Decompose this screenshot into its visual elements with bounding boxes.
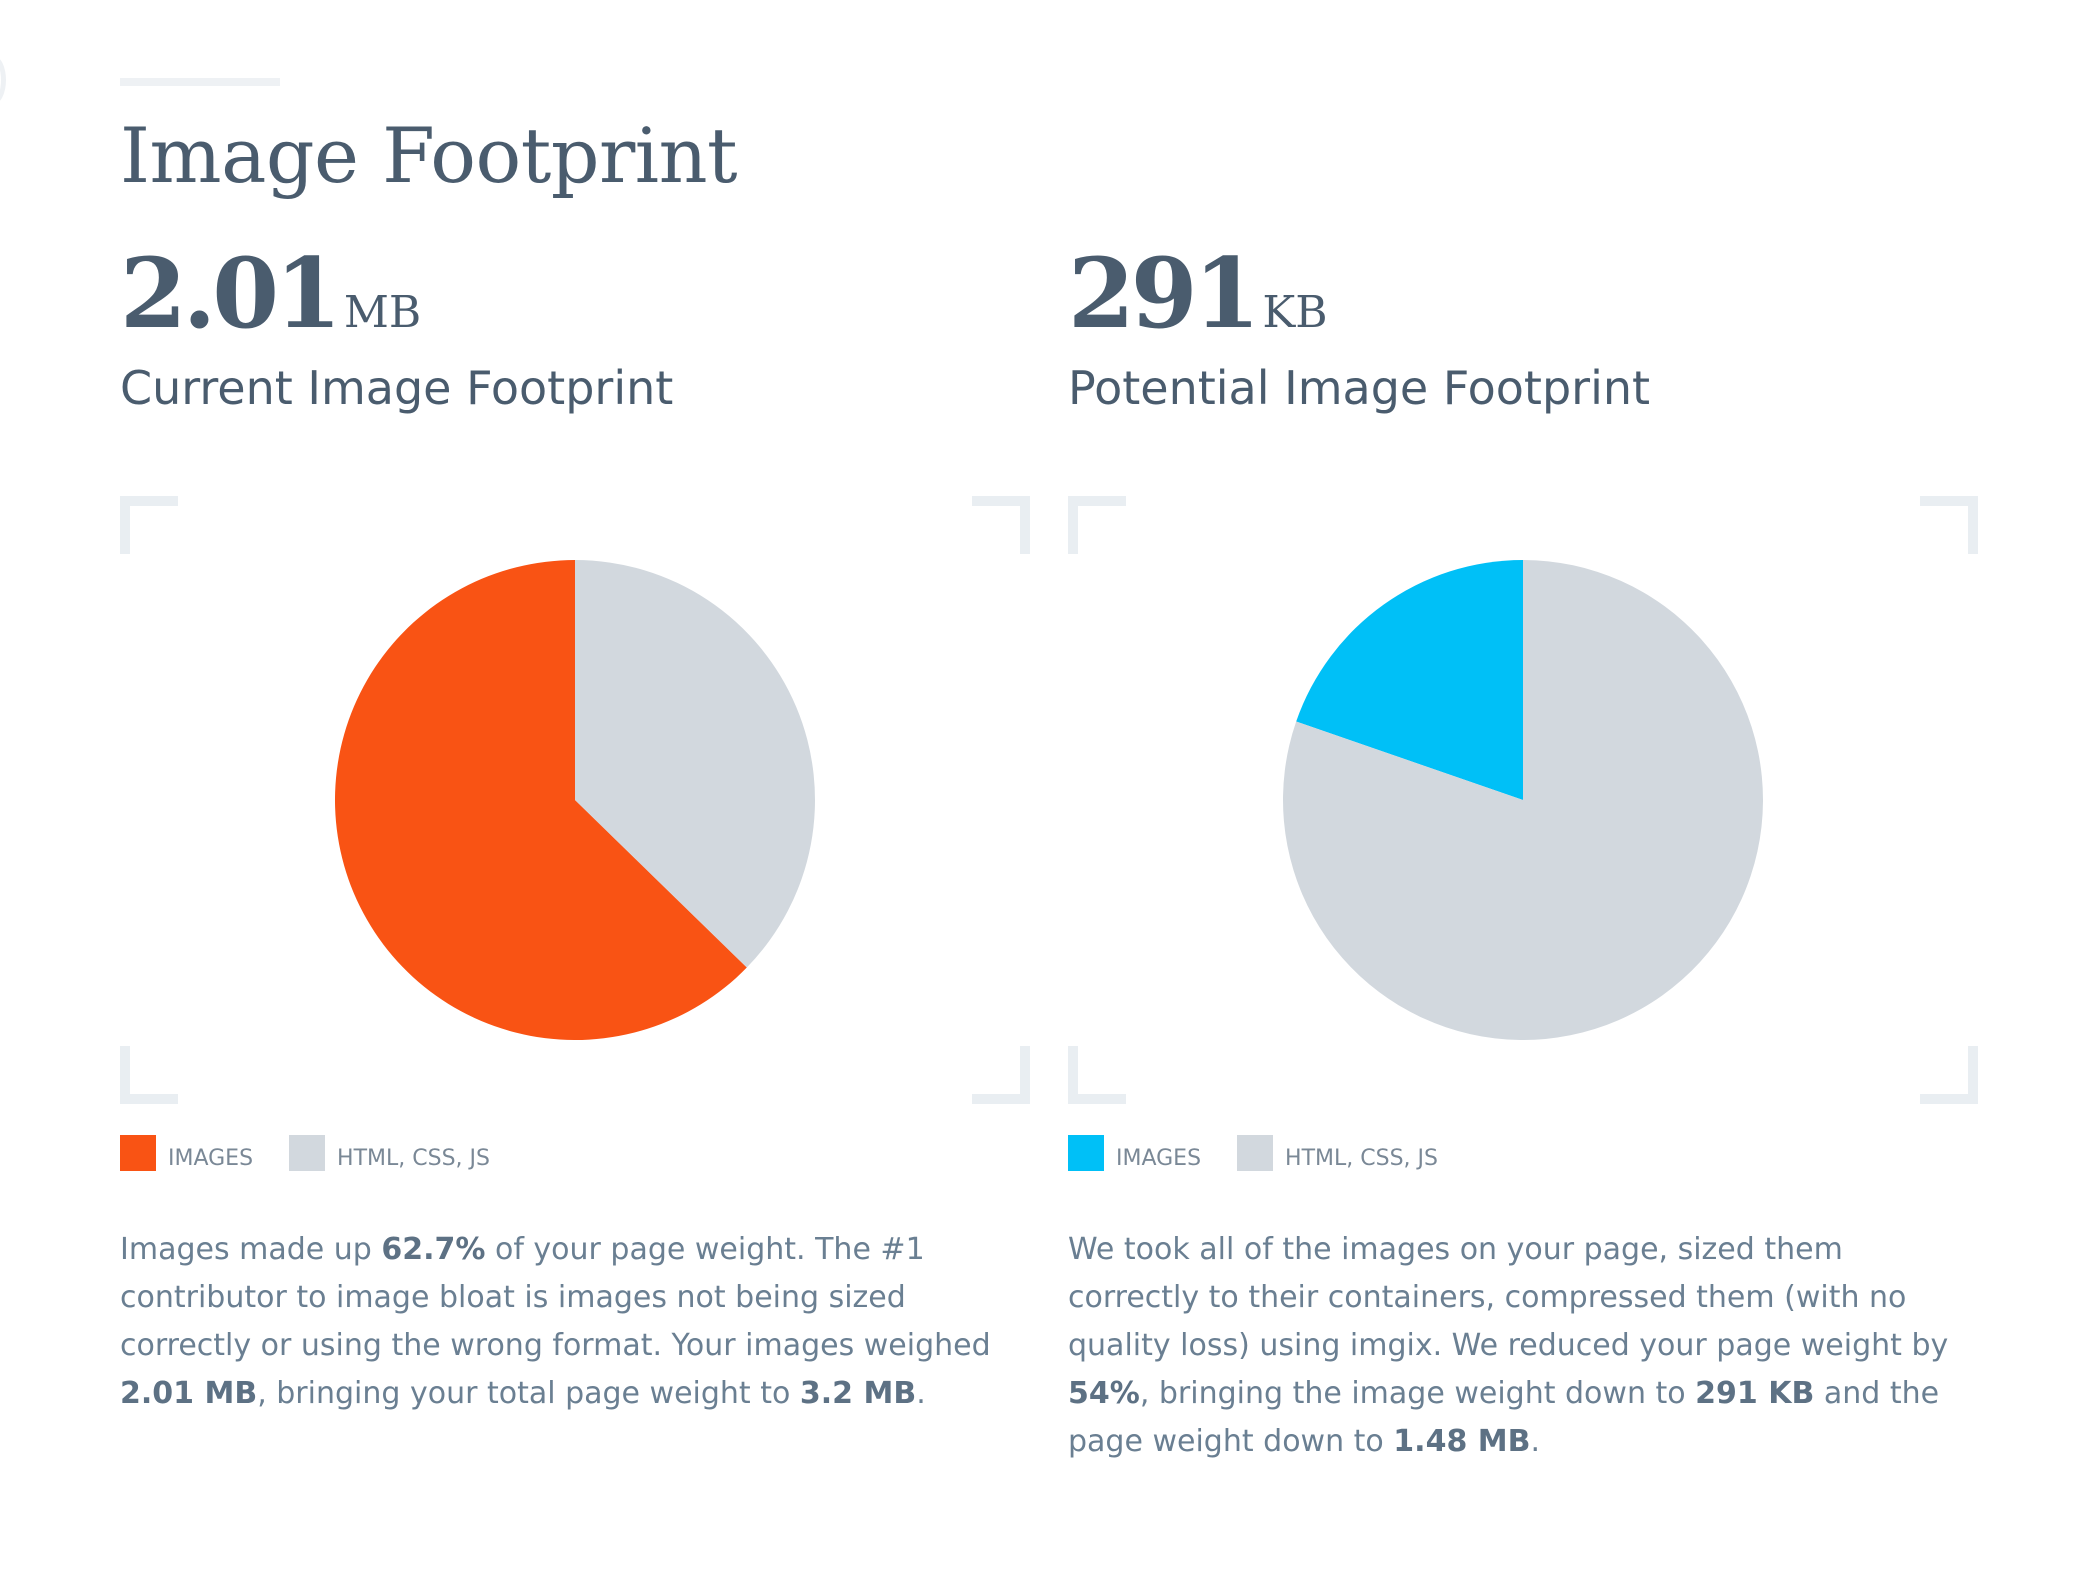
legend-swatch-images bbox=[120, 1134, 156, 1171]
potential-stat: 291 KB bbox=[1068, 244, 1328, 344]
frame-corner-top-left bbox=[1068, 496, 1126, 554]
pie-slice-html-css-js bbox=[575, 560, 815, 968]
legend-label-html-css-js: HTML, CSS, JS bbox=[337, 1146, 490, 1171]
legend-item-images: IMAGES bbox=[1068, 1134, 1201, 1171]
frame-corner-top-right bbox=[1920, 496, 1978, 554]
frame-corner-bottom-right bbox=[1920, 1046, 1978, 1104]
legend-item-images: IMAGES bbox=[120, 1134, 253, 1171]
current-stat: 2.01 MB bbox=[120, 244, 421, 344]
potential-stat-value: 291 bbox=[1068, 237, 1260, 350]
current-pie-chart bbox=[334, 560, 815, 1040]
frame-corner-top-right bbox=[972, 496, 1030, 554]
potential-stat-unit: KB bbox=[1262, 287, 1328, 338]
highlight-value: 1.48 MB bbox=[1393, 1424, 1531, 1459]
frame-corner-bottom-left bbox=[1068, 1046, 1126, 1104]
current-legend: IMAGES HTML, CSS, JS bbox=[120, 1134, 526, 1171]
potential-pie-chart bbox=[1282, 560, 1763, 1040]
potential-stat-label: Potential Image Footprint bbox=[1068, 361, 1651, 415]
legend-label-html-css-js: HTML, CSS, JS bbox=[1285, 1146, 1438, 1171]
current-stat-label: Current Image Footprint bbox=[120, 361, 674, 415]
pie-slice-images bbox=[334, 560, 747, 1040]
highlight-value: 3.2 MB bbox=[799, 1376, 917, 1411]
potential-legend: IMAGES HTML, CSS, JS bbox=[1068, 1134, 1474, 1171]
legend-label-images: IMAGES bbox=[168, 1146, 254, 1171]
highlight-value: 2.01 MB bbox=[120, 1376, 258, 1411]
page-title: Image Footprint bbox=[120, 111, 738, 200]
title-rule bbox=[120, 78, 280, 86]
frame-corner-bottom-right bbox=[972, 1046, 1030, 1104]
current-stat-unit: MB bbox=[343, 287, 422, 338]
legend-swatch-images bbox=[1068, 1134, 1104, 1171]
highlight-value: 54% bbox=[1068, 1376, 1140, 1411]
frame-corner-top-left bbox=[120, 496, 178, 554]
frame-corner-bottom-left bbox=[120, 1046, 178, 1104]
pie-slice-images bbox=[1296, 560, 1523, 800]
highlight-value: 62.7% bbox=[381, 1232, 486, 1267]
potential-chart-frame bbox=[1068, 496, 1978, 1104]
legend-swatch-html-css-js bbox=[1237, 1134, 1274, 1171]
highlight-value: 291 KB bbox=[1695, 1376, 1815, 1411]
current-footprint-section: 2.01 MB Current Image Footprint IMAGES HT… bbox=[120, 0, 1032, 1582]
potential-footprint-section: 291 KB Potential Image Footprint IMAGES H… bbox=[1068, 0, 1980, 1582]
edge-decoration bbox=[0, 56, 6, 104]
current-stat-value: 2.01 bbox=[120, 237, 342, 350]
legend-item-html-css-js: HTML, CSS, JS bbox=[289, 1134, 490, 1171]
legend-label-images: IMAGES bbox=[1116, 1146, 1202, 1171]
current-description: Images made up 62.7% of your page weight… bbox=[120, 1232, 991, 1411]
legend-item-html-css-js: HTML, CSS, JS bbox=[1237, 1134, 1438, 1171]
pie-slice-html-css-js bbox=[1282, 560, 1763, 1040]
legend-swatch-html-css-js bbox=[289, 1134, 326, 1171]
current-chart-frame bbox=[120, 496, 1030, 1104]
potential-description: We took all of the images on your page, … bbox=[1068, 1232, 1949, 1459]
